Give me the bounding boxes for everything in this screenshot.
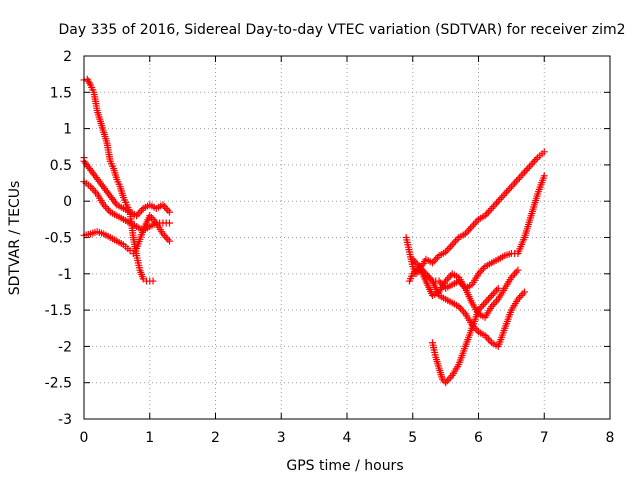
x-tick-label: 5 xyxy=(408,430,417,446)
plot-frame xyxy=(83,55,611,420)
x-tick-label: 2 xyxy=(211,430,220,446)
y-tick-label: -1 xyxy=(58,267,72,283)
x-tick-label: 0 xyxy=(80,430,89,446)
data-point xyxy=(165,208,173,216)
x-tick-label: 8 xyxy=(606,430,615,446)
data-point xyxy=(514,266,522,274)
y-tick-label: 1 xyxy=(63,122,72,138)
x-tick-label: 3 xyxy=(277,430,286,446)
x-tick-label: 7 xyxy=(540,430,549,446)
data-point xyxy=(165,237,173,245)
data-point xyxy=(494,284,502,292)
x-tick-label: 6 xyxy=(474,430,483,446)
y-tick-label: 0 xyxy=(63,194,72,210)
y-tick-label: -3 xyxy=(58,412,72,428)
y-tick-label: 0.5 xyxy=(50,158,72,174)
y-tick-label: -1.5 xyxy=(45,303,72,319)
data-point xyxy=(540,172,548,180)
x-tick-label: 1 xyxy=(145,430,154,446)
y-tick-label: 2 xyxy=(63,49,72,65)
grid xyxy=(84,56,610,419)
chart-title: Day 335 of 2016, Sidereal Day-to-day VTE… xyxy=(59,22,626,38)
y-tick-label: 1.5 xyxy=(50,85,72,101)
y-tick-label: -0.5 xyxy=(45,231,72,247)
y-tick-label: -2.5 xyxy=(45,376,72,392)
data-point xyxy=(540,148,548,156)
data-point xyxy=(165,219,173,227)
data-point xyxy=(149,277,157,285)
data-points xyxy=(80,75,548,387)
data-point xyxy=(521,288,529,296)
y-tick-label: -2 xyxy=(58,339,72,355)
x-axis-label: GPS time / hours xyxy=(286,458,403,474)
tick-labels: 0 1 2 3 4 5 6 7 8 -3 -2.5 -2 -1.5 -1 -0.5 0 0.5 1 1.5 2 xyxy=(45,49,615,446)
x-tick-label: 4 xyxy=(343,430,352,446)
y-axis-label: SDTVAR / TECUs xyxy=(7,181,23,296)
